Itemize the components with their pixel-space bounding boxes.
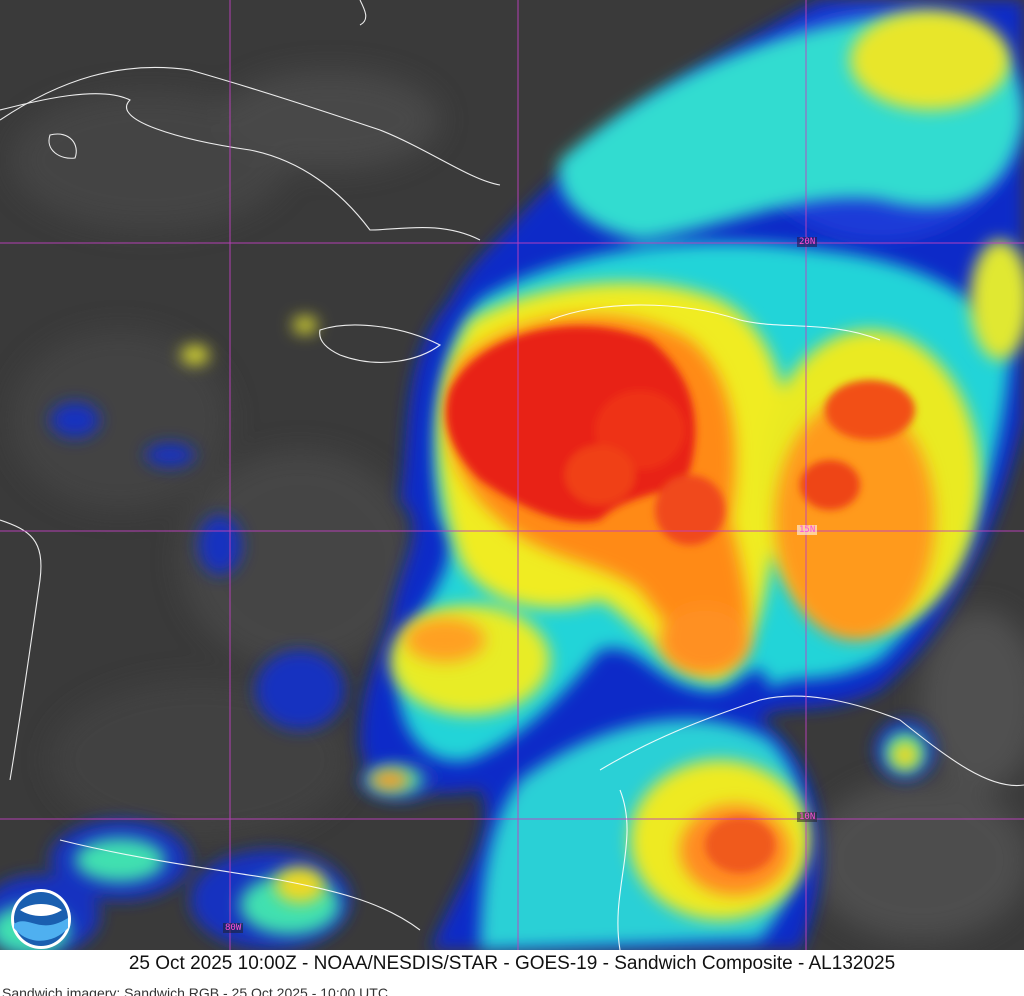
lat-lon-grid — [0, 0, 1024, 950]
ir-background-texture — [10, 70, 1024, 940]
grid-label-20n: 20N — [797, 237, 818, 247]
image-caption: 25 Oct 2025 10:00Z - NOAA/NESDIS/STAR - … — [0, 950, 1024, 978]
image-subcaption: Sandwich imagery: Sandwich RGB - 25 Oct … — [2, 985, 388, 996]
grid-label-15n: 15N — [797, 525, 818, 535]
grid-label-80w: 80W — [223, 923, 244, 933]
noaa-logo-icon — [11, 889, 71, 949]
satellite-image: 20N 15N 10N 80W — [0, 0, 1024, 950]
satellite-imagery-svg — [0, 0, 1024, 950]
cloud-red-core — [446, 326, 915, 873]
coastlines — [0, 0, 1024, 950]
grid-label-10n: 10N — [797, 812, 818, 822]
